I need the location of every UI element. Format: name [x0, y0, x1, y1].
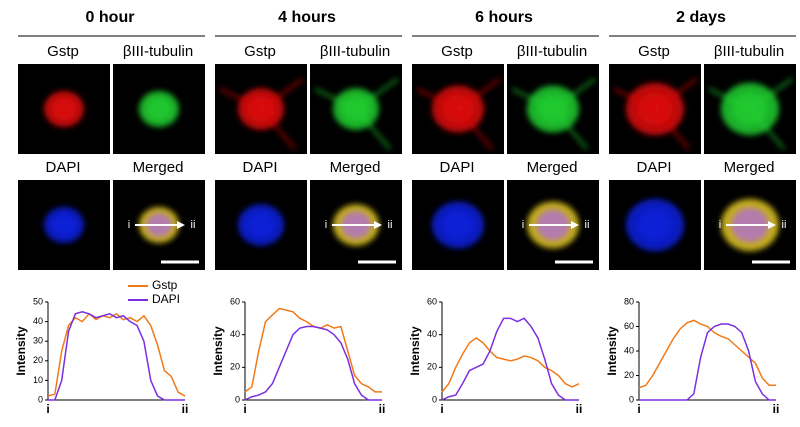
arrow-end: ii [782, 219, 787, 231]
y-tick-label: 0 [38, 394, 43, 404]
y-tick-label: 80 [624, 296, 634, 306]
y-axis-label: Intensity [408, 326, 422, 376]
channel-label: βIII-tubulin [714, 43, 784, 60]
y-tick-label: 40 [230, 329, 240, 339]
y-axis-label: Intensity [14, 326, 28, 376]
column-title: 6 hours [475, 9, 533, 26]
x-start-label: i [637, 402, 640, 416]
x-end-label: ii [773, 402, 780, 416]
process [416, 77, 501, 150]
arrow-start: i [719, 219, 721, 231]
channel-label: Merged [330, 159, 381, 176]
cell-core [442, 210, 474, 240]
process [613, 77, 698, 150]
arrow-head [177, 221, 185, 229]
cell-core [52, 214, 76, 236]
process [314, 77, 399, 150]
line-series [47, 312, 186, 397]
y-tick-label: 10 [33, 375, 43, 385]
line-series [638, 319, 776, 389]
y-tick-label: 50 [33, 296, 43, 306]
column-title: 0 hour [86, 9, 135, 26]
line-series [244, 307, 382, 393]
y-tick-label: 0 [235, 394, 240, 404]
y-axis-label: Intensity [605, 326, 619, 376]
process [511, 77, 596, 150]
line-series [639, 323, 776, 401]
arrow-start: i [128, 219, 130, 231]
channel-label: DAPI [439, 159, 474, 176]
y-tick-label: 0 [629, 394, 634, 404]
channel-label: Merged [133, 159, 184, 176]
y-tick-label: 60 [624, 321, 634, 331]
channel-label: βIII-tubulin [320, 43, 390, 60]
arrow-end: ii [191, 219, 196, 231]
x-start-label: i [243, 402, 246, 416]
arrow-head [374, 221, 382, 229]
channel-label: DAPI [45, 159, 80, 176]
channel-label: Gstp [638, 43, 670, 60]
arrow-head [768, 221, 776, 229]
column-title: 2 days [676, 9, 726, 26]
y-tick-label: 20 [624, 370, 634, 380]
x-start-label: i [440, 402, 443, 416]
y-tick-label: 40 [624, 345, 634, 355]
channel-label: DAPI [636, 159, 671, 176]
line-series [244, 325, 382, 401]
arrow-end: ii [388, 219, 393, 231]
x-start-label: i [46, 402, 49, 416]
channel-label: Gstp [441, 43, 473, 60]
cell-core [52, 98, 76, 120]
x-end-label: ii [182, 402, 189, 416]
y-tick-label: 60 [427, 296, 437, 306]
y-tick-label: 0 [432, 394, 437, 404]
process [708, 77, 793, 150]
channel-label: Gstp [47, 43, 79, 60]
channel-label: Merged [724, 159, 775, 176]
y-tick-label: 30 [33, 336, 43, 346]
arrow-start: i [325, 219, 327, 231]
y-tick-label: 20 [427, 362, 437, 372]
y-tick-label: 60 [230, 296, 240, 306]
process [219, 77, 304, 150]
cell-core [247, 212, 275, 238]
y-tick-label: 40 [427, 329, 437, 339]
channel-label: βIII-tubulin [123, 43, 193, 60]
legend-label: DAPI [152, 292, 180, 306]
y-tick-label: 20 [33, 355, 43, 365]
line-series [441, 317, 579, 401]
arrow-start: i [522, 219, 524, 231]
arrow-head [571, 221, 579, 229]
column-title: 4 hours [278, 9, 336, 26]
line-series [441, 337, 580, 393]
y-tick-label: 20 [230, 362, 240, 372]
channel-label: Gstp [244, 43, 276, 60]
y-tick-label: 40 [33, 316, 43, 326]
y-axis-label: Intensity [211, 326, 225, 376]
arrow-end: ii [585, 219, 590, 231]
channel-label: DAPI [242, 159, 277, 176]
cell-core [147, 98, 171, 120]
cell-core [637, 209, 673, 241]
line-series [48, 311, 185, 401]
channel-label: Merged [527, 159, 578, 176]
x-end-label: ii [379, 402, 386, 416]
x-end-label: ii [576, 402, 583, 416]
legend-label: Gstp [152, 278, 178, 292]
channel-label: βIII-tubulin [517, 43, 587, 60]
